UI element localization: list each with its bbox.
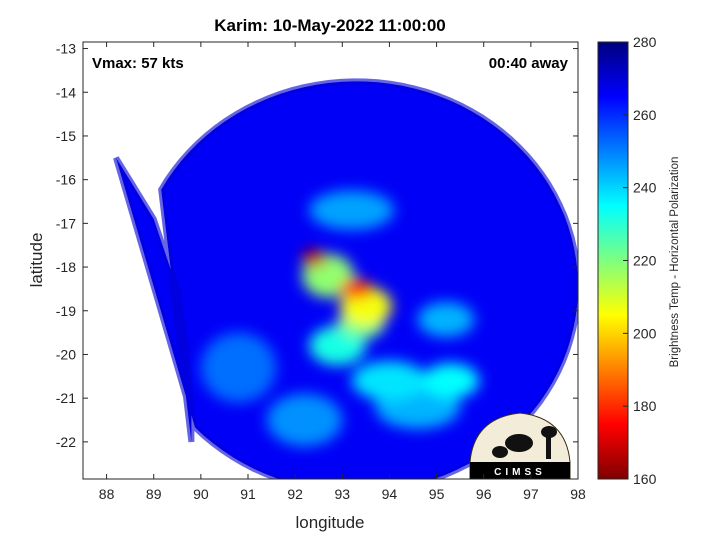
x-axis-label: longitude (295, 513, 364, 532)
x-tick-label: 95 (429, 486, 445, 502)
x-tick-label: 90 (193, 486, 209, 502)
y-axis: -13 -14 -15 -16 -17 -18 -19 -20 -21 -22 (56, 41, 578, 450)
convective-cells (200, 190, 480, 447)
brightness-temp-cell (200, 332, 277, 403)
colorbar-ticks: 160 180 200 220 240 260 280 (623, 34, 657, 487)
time-offset-label: 00:40 away (489, 55, 569, 72)
y-tick-label: -18 (56, 259, 76, 275)
brightness-temp-cell (309, 190, 395, 230)
water-tank-icon (541, 426, 557, 438)
y-tick-label: -19 (56, 303, 76, 319)
y-tick-label: -21 (56, 390, 76, 406)
y-tick-label: -16 (56, 172, 76, 188)
vmax-label: Vmax: 57 kts (92, 55, 184, 72)
y-tick-label: -17 (56, 215, 76, 231)
colorbar-tick-label: 240 (633, 180, 657, 196)
x-tick-label: 88 (99, 486, 115, 502)
colorbar-tick-label: 260 (633, 107, 657, 123)
colorbar-tick-label: 160 (633, 471, 657, 487)
colorbar-tick-label: 180 (633, 398, 657, 414)
logo-banner (470, 462, 570, 479)
x-tick-label: 94 (382, 486, 398, 502)
x-tick-label: 98 (570, 486, 586, 502)
x-tick-label: 89 (146, 486, 162, 502)
brightness-temp-cell (266, 393, 343, 447)
x-tick-label: 96 (476, 486, 492, 502)
brightness-temp-cell (422, 363, 480, 399)
satellite-dish-icon (505, 434, 533, 452)
x-tick-label: 97 (523, 486, 539, 502)
x-tick-label: 93 (334, 486, 350, 502)
y-tick-label: -15 (56, 128, 76, 144)
colorbar-tick-label: 280 (633, 34, 657, 50)
small-dish-icon (492, 446, 508, 458)
colorbar-tick-label: 220 (633, 253, 657, 269)
logo-text: CIMSS (494, 467, 546, 478)
y-axis-label: latitude (27, 233, 46, 288)
water-tower-icon (546, 437, 551, 459)
colorbar-tick-label: 200 (633, 325, 657, 341)
y-tick-label: -14 (56, 84, 76, 100)
x-tick-label: 91 (240, 486, 256, 502)
brightness-temp-cell (302, 249, 326, 267)
y-tick-label: -22 (56, 434, 76, 450)
chart-title: Karim: 10-May-2022 11:00:00 (214, 16, 446, 35)
plot-area: CIMSS (83, 42, 578, 479)
x-tick-label: 92 (287, 486, 303, 502)
x-axis: 88 89 90 91 92 93 94 95 96 97 98 (99, 42, 586, 502)
plot-frame (82, 41, 579, 480)
brightness-temp-cell (351, 361, 428, 401)
brightness-temp-cell (417, 302, 475, 337)
colorbar-label: Brightness Temp - Horizontal Polarizatio… (669, 157, 681, 368)
brightness-temp-cell (339, 279, 373, 299)
y-tick-label: -20 (56, 346, 76, 362)
y-tick-label: -13 (56, 41, 76, 57)
cimss-logo: CIMSS (469, 412, 571, 479)
